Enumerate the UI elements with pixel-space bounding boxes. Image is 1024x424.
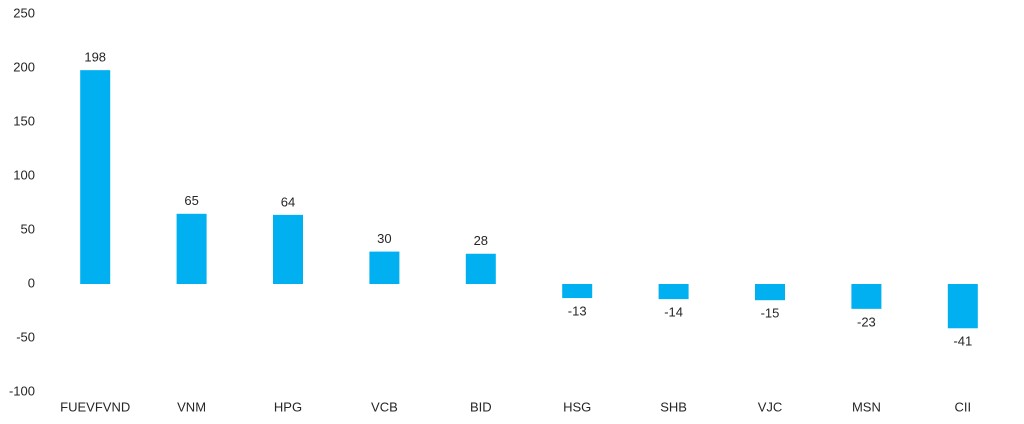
bar <box>176 213 207 284</box>
value-label: -41 <box>953 334 972 349</box>
x-tick-label: HPG <box>274 399 302 414</box>
bar <box>658 284 689 300</box>
x-tick-label: HSG <box>563 399 591 414</box>
bar <box>755 284 785 301</box>
y-tick-label: 0 <box>28 275 35 290</box>
value-label: 64 <box>281 194 295 209</box>
x-tick-label: VNM <box>177 399 206 414</box>
x-tick-label: BID <box>470 399 492 414</box>
bar <box>947 284 978 329</box>
bar <box>369 251 400 284</box>
bar <box>273 214 303 284</box>
bar <box>80 70 111 284</box>
x-tick-label: CII <box>954 399 971 414</box>
value-label: 198 <box>84 50 106 65</box>
bar <box>465 253 496 284</box>
bar <box>562 284 593 299</box>
value-label: -13 <box>568 303 587 318</box>
y-tick-label: -100 <box>9 383 35 398</box>
value-label: -15 <box>761 306 780 321</box>
value-label: -23 <box>857 314 876 329</box>
value-label: -14 <box>664 305 683 320</box>
value-label: 30 <box>377 231 391 246</box>
x-tick-label: VCB <box>371 399 398 414</box>
x-tick-label: MSN <box>852 399 881 414</box>
value-label: 65 <box>184 193 198 208</box>
x-tick-label: VJC <box>758 399 783 414</box>
y-tick-label: 200 <box>13 59 35 74</box>
y-tick-label: 50 <box>21 221 35 236</box>
x-tick-label: FUEVFVND <box>60 399 130 414</box>
y-tick-label: 150 <box>13 113 35 128</box>
bar <box>851 284 882 309</box>
value-label: 28 <box>474 233 488 248</box>
y-tick-label: -50 <box>16 329 35 344</box>
y-tick-label: 250 <box>13 5 35 20</box>
x-tick-label: SHB <box>660 399 687 414</box>
y-tick-label: 100 <box>13 167 35 182</box>
